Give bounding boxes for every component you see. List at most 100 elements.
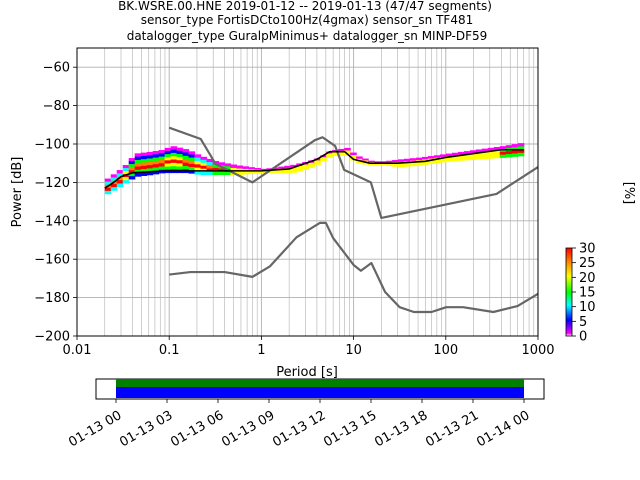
density-cell xyxy=(439,159,447,163)
density-cell xyxy=(254,167,261,171)
y-tick-label: −100 xyxy=(34,138,70,153)
y-tick-label: −60 xyxy=(43,61,70,76)
density-cell xyxy=(218,171,226,176)
density-cell xyxy=(230,167,238,172)
density-cell xyxy=(314,162,321,165)
x-tick-label: 0.1 xyxy=(159,343,180,358)
density-cell xyxy=(350,152,357,156)
timeline-tick-label: 01-13 09 xyxy=(219,408,277,450)
density-cell xyxy=(421,156,429,160)
density-cell xyxy=(332,151,339,155)
density-cell xyxy=(451,155,459,159)
density-cell xyxy=(164,160,172,164)
segment-bar xyxy=(116,387,524,398)
title-line-2: sensor_type FortisDCto100Hz(4gmax) senso… xyxy=(141,13,473,27)
density-cell xyxy=(386,160,393,163)
density-cell xyxy=(128,167,136,171)
density-cell xyxy=(451,158,459,162)
density-cell xyxy=(152,160,160,165)
density-cell xyxy=(463,151,471,155)
density-cell xyxy=(469,156,477,160)
density-cell xyxy=(164,163,172,167)
density-cell xyxy=(146,168,154,172)
density-cell xyxy=(176,157,184,161)
density-cell xyxy=(128,170,136,174)
density-cell xyxy=(266,171,273,174)
density-cell xyxy=(200,171,208,176)
density-cell xyxy=(278,166,285,169)
density-cell xyxy=(188,170,196,174)
density-cell xyxy=(338,148,345,152)
timeline-tick-label: 01-13 15 xyxy=(321,408,379,450)
density-cell xyxy=(224,166,232,170)
x-axis-label: Period [s] xyxy=(276,365,338,380)
density-cell xyxy=(338,153,345,156)
density-cell xyxy=(421,162,429,165)
density-cell xyxy=(493,146,501,151)
density-cell xyxy=(152,164,160,168)
density-cell xyxy=(457,154,465,158)
density-cell xyxy=(218,162,226,166)
density-cell xyxy=(314,160,321,163)
density-cell xyxy=(194,170,202,175)
density-cell xyxy=(254,171,261,174)
density-cell xyxy=(350,155,357,158)
density-cell xyxy=(200,165,208,170)
density-cell xyxy=(224,163,232,167)
density-cell xyxy=(511,153,519,157)
density-cell xyxy=(392,164,399,167)
density-cell xyxy=(320,159,327,162)
x-tick-label: 10 xyxy=(345,343,362,358)
density-cell xyxy=(200,159,208,164)
density-cell xyxy=(152,151,160,155)
density-cell xyxy=(481,152,489,156)
density-cell xyxy=(487,147,495,152)
density-cell xyxy=(206,158,214,163)
density-cell xyxy=(152,170,160,175)
density-cell xyxy=(242,166,249,170)
timeline-tick-label: 01-14 00 xyxy=(474,408,532,450)
density-cell xyxy=(140,159,148,163)
x-tick-label: 1 xyxy=(257,343,265,358)
density-cell xyxy=(182,155,190,160)
density-cell xyxy=(194,157,202,162)
density-cell xyxy=(128,164,136,168)
density-cell xyxy=(128,173,136,177)
density-cell xyxy=(320,157,327,160)
timeline-tick-label: 01-13 03 xyxy=(117,408,175,450)
density-cell xyxy=(511,147,519,151)
density-cell xyxy=(517,149,525,154)
density-cell xyxy=(110,174,118,178)
density-cell xyxy=(368,160,375,163)
density-cell xyxy=(200,156,208,161)
series-lines xyxy=(104,126,539,314)
density-cell xyxy=(248,167,255,170)
noise-model-low xyxy=(169,221,539,314)
density-cell xyxy=(380,161,387,163)
density-cell xyxy=(110,177,118,182)
x-tick-label: 100 xyxy=(433,343,458,358)
density-cell xyxy=(511,144,519,148)
density-cell xyxy=(463,154,471,158)
density-cell xyxy=(182,152,190,157)
density-cell xyxy=(188,163,196,168)
density-cell xyxy=(140,162,148,167)
density-cell xyxy=(212,167,220,172)
density-cell xyxy=(128,161,136,165)
density-cell xyxy=(176,166,184,170)
density-cell xyxy=(439,154,447,158)
density-cell xyxy=(284,165,291,169)
density-cell xyxy=(224,171,232,176)
y-tick-label: −140 xyxy=(34,214,70,229)
density-cell xyxy=(481,148,489,153)
density-cell xyxy=(308,165,315,168)
density-cell xyxy=(128,158,136,162)
density-cell xyxy=(176,147,184,152)
density-cell xyxy=(469,150,477,154)
density-cell xyxy=(368,163,375,166)
density-band xyxy=(104,143,525,195)
density-cell xyxy=(242,171,249,175)
density-cell xyxy=(140,172,148,176)
y-axis-label: Power [dB] xyxy=(10,157,25,228)
